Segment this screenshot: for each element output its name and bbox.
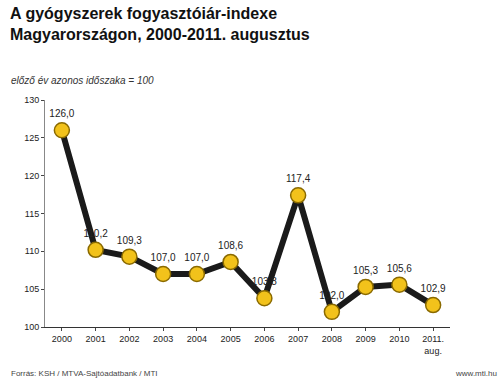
svg-text:117,4: 117,4 (286, 173, 311, 184)
svg-text:2011.aug.: 2011.aug. (422, 334, 444, 356)
svg-text:2005: 2005 (221, 334, 241, 344)
svg-text:2002: 2002 (119, 334, 139, 344)
svg-text:105,6: 105,6 (387, 263, 412, 274)
svg-text:Forrás: KSH / MTVA-Sajtóadatba: Forrás: KSH / MTVA-Sajtóadatbank / MTI (11, 369, 158, 378)
svg-text:2008: 2008 (322, 334, 342, 344)
svg-text:2003: 2003 (153, 334, 173, 344)
svg-text:130: 130 (24, 95, 39, 105)
svg-text:2001: 2001 (86, 334, 106, 344)
svg-text:103,8: 103,8 (252, 276, 277, 287)
svg-text:102,0: 102,0 (319, 290, 344, 301)
svg-text:109,3: 109,3 (117, 235, 142, 246)
svg-text:www.mti.hu: www.mti.hu (455, 369, 497, 378)
svg-text:2000: 2000 (52, 334, 72, 344)
svg-text:100: 100 (24, 322, 39, 332)
svg-text:126,0: 126,0 (49, 108, 74, 119)
svg-text:120: 120 (24, 171, 39, 181)
svg-text:105: 105 (24, 284, 39, 294)
svg-text:107,0: 107,0 (151, 252, 176, 263)
svg-text:2009: 2009 (356, 334, 376, 344)
svg-text:107,0: 107,0 (184, 252, 209, 263)
svg-text:102,9: 102,9 (421, 283, 446, 294)
svg-text:A gyógyszerek fogyasztóiár-ind: A gyógyszerek fogyasztóiár-indexeMagyaro… (10, 5, 310, 43)
svg-text:2006: 2006 (254, 334, 274, 344)
svg-text:2010: 2010 (389, 334, 409, 344)
svg-text:110,2: 110,2 (83, 228, 108, 239)
svg-text:2004: 2004 (187, 334, 207, 344)
svg-text:125: 125 (24, 133, 39, 143)
svg-text:2007: 2007 (288, 334, 308, 344)
svg-text:110: 110 (25, 246, 39, 256)
svg-text:115: 115 (25, 209, 39, 219)
svg-text:105,3: 105,3 (353, 265, 378, 276)
svg-text:előző év azonos időszaka = 100: előző év azonos időszaka = 100 (11, 75, 154, 86)
svg-text:108,6: 108,6 (218, 240, 243, 251)
